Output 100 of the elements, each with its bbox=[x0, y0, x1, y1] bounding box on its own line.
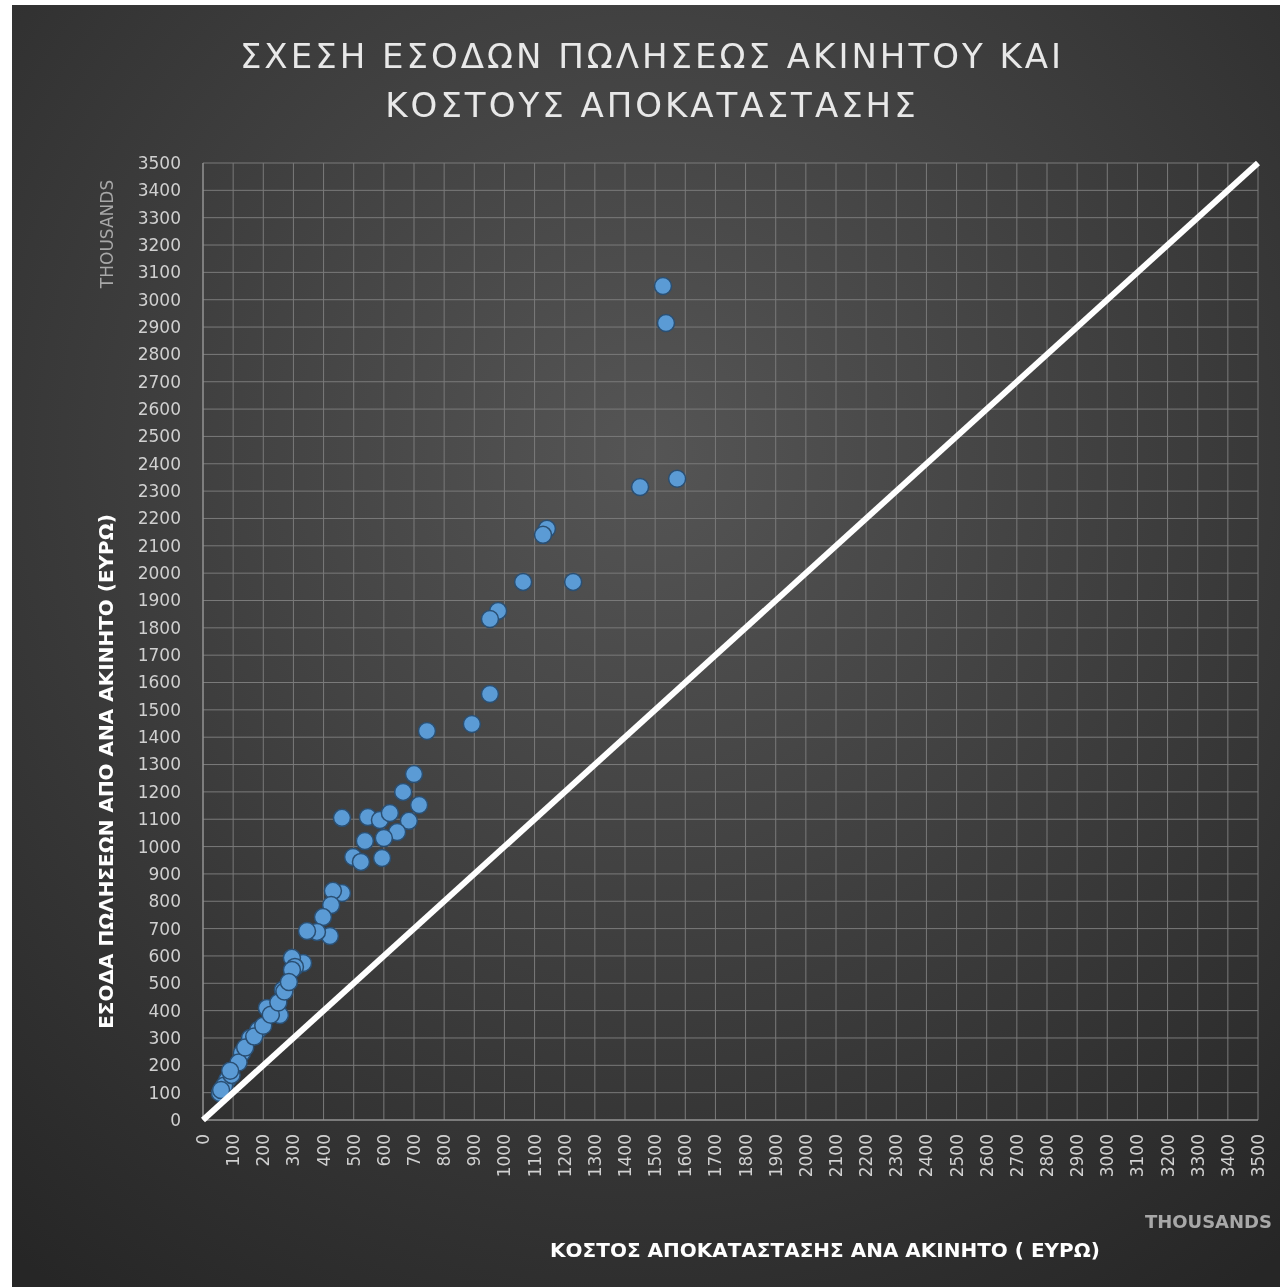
y-tick-label: 3100 bbox=[137, 262, 181, 283]
y-tick-label: 1100 bbox=[137, 809, 181, 830]
y-tick-label: 1700 bbox=[137, 645, 181, 666]
x-tick-label: 1900 bbox=[765, 1134, 786, 1178]
y-tick-label: 2800 bbox=[137, 344, 181, 365]
x-tick-label: 700 bbox=[403, 1134, 424, 1167]
y-tick-label: 700 bbox=[148, 918, 181, 939]
x-tick-label: 2900 bbox=[1067, 1134, 1088, 1178]
chart-title: ΣΧΕΣΗ ΕΣΟΔΩΝ ΠΩΛΗΣΕΩΣ ΑΚΙΝΗΤΟΥ ΚΑΙ ΚΟΣΤΟΥΣ ΑΠΟΚΑΤΑΣΤΑΣΗΣ bbox=[239, 36, 1065, 125]
x-tick-label: 1600 bbox=[675, 1134, 696, 1178]
x-tick-label: 2800 bbox=[1036, 1134, 1057, 1178]
point bbox=[667, 469, 687, 489]
point bbox=[374, 828, 394, 848]
point bbox=[399, 811, 419, 831]
point bbox=[656, 313, 676, 333]
y-tick-label: 3300 bbox=[137, 207, 181, 228]
x-tick-label: 3100 bbox=[1127, 1134, 1148, 1178]
x-tick-label: 100 bbox=[223, 1134, 244, 1167]
x-tick-label: 500 bbox=[343, 1134, 364, 1167]
point bbox=[480, 684, 500, 704]
y-tick-label: 2300 bbox=[137, 481, 181, 502]
x-tick-label: 2500 bbox=[946, 1134, 967, 1178]
y-tick-label: 1300 bbox=[137, 754, 181, 775]
y-tick-label: 900 bbox=[148, 863, 181, 884]
point bbox=[533, 525, 553, 545]
point bbox=[462, 714, 482, 734]
y-tick-label: 500 bbox=[148, 973, 181, 994]
x-tick-label: 1800 bbox=[735, 1134, 756, 1178]
x-tick-label: 0 bbox=[192, 1134, 213, 1145]
x-tick-label: 2400 bbox=[916, 1134, 937, 1178]
x-tick-label: 1200 bbox=[554, 1134, 575, 1178]
point bbox=[417, 721, 437, 741]
point bbox=[630, 477, 650, 497]
y-tick-label: 800 bbox=[148, 891, 181, 912]
y-tick-label: 3400 bbox=[137, 180, 181, 201]
point bbox=[297, 921, 317, 941]
x-tick-label: 1700 bbox=[705, 1134, 726, 1178]
x-tick-label: 1300 bbox=[584, 1134, 605, 1178]
y-tick-label: 400 bbox=[148, 1000, 181, 1021]
text: THOUSANDS bbox=[1144, 1211, 1272, 1232]
point bbox=[313, 907, 333, 927]
point bbox=[393, 782, 413, 802]
point bbox=[355, 831, 375, 851]
y-tick-label: 2700 bbox=[137, 371, 181, 392]
x-tick-label: 3400 bbox=[1217, 1134, 1238, 1178]
x-tick-label: 800 bbox=[434, 1134, 455, 1167]
x-tick-label: 300 bbox=[283, 1134, 304, 1167]
y-tick-label: 1200 bbox=[137, 781, 181, 802]
x-tick-label: 3200 bbox=[1157, 1134, 1178, 1178]
y-tick-label: 2000 bbox=[137, 563, 181, 584]
y-tick-label: 1500 bbox=[137, 699, 181, 720]
x-tick-label: 3300 bbox=[1187, 1134, 1208, 1178]
point bbox=[563, 572, 583, 592]
point bbox=[380, 803, 400, 823]
x-tick-label: 2100 bbox=[825, 1134, 846, 1178]
y-tick-label: 1400 bbox=[137, 727, 181, 748]
point bbox=[404, 764, 424, 784]
point bbox=[332, 808, 352, 828]
x-tick-label: 2300 bbox=[886, 1134, 907, 1178]
point bbox=[409, 795, 429, 815]
x-tick-label: 1000 bbox=[494, 1134, 515, 1178]
x-tick-label: 600 bbox=[373, 1134, 394, 1167]
y-tick-label: 2400 bbox=[137, 453, 181, 474]
y-tick-label: 100 bbox=[148, 1082, 181, 1103]
point bbox=[480, 609, 500, 629]
y-tick-label: 2500 bbox=[137, 426, 181, 447]
y-tick-label: 3500 bbox=[137, 152, 181, 173]
point bbox=[279, 972, 299, 992]
y-tick-label: 1800 bbox=[137, 617, 181, 638]
x-axis-title: ΚΟΣΤΟΣ ΑΠΟΚΑΤΑΣΤΑΣΗΣ ΑΝΑ ΑΚΙΝΗΤΟ ( ΕΥΡΩ) bbox=[550, 1238, 1100, 1262]
x-tick-label: 1500 bbox=[645, 1134, 666, 1178]
x-tick-label: 2000 bbox=[795, 1134, 816, 1178]
point bbox=[372, 848, 392, 868]
y-tick-label: 2100 bbox=[137, 535, 181, 556]
point bbox=[513, 572, 533, 592]
point bbox=[351, 852, 371, 872]
y-tick-label: 3200 bbox=[137, 234, 181, 255]
x-tick-label: 900 bbox=[464, 1134, 485, 1167]
y-tick-label: 300 bbox=[148, 1027, 181, 1048]
y-tick-label: 200 bbox=[148, 1055, 181, 1076]
y-tick-label: 600 bbox=[148, 945, 181, 966]
text: THOUSANDS bbox=[97, 179, 117, 290]
x-tick-label: 3500 bbox=[1247, 1134, 1268, 1178]
y-tick-label: 3000 bbox=[137, 289, 181, 310]
x-tick-label: 2600 bbox=[976, 1134, 997, 1178]
y-tick-label: 0 bbox=[170, 1109, 181, 1130]
x-tick-label: 1100 bbox=[524, 1134, 545, 1178]
y-tick-label: 1000 bbox=[137, 836, 181, 857]
y-tick-label: 1600 bbox=[137, 672, 181, 693]
y-tick-label: 1900 bbox=[137, 590, 181, 611]
y-tick-label: 2600 bbox=[137, 399, 181, 420]
x-tick-label: 2200 bbox=[856, 1134, 877, 1178]
x-tick-label: 3000 bbox=[1097, 1134, 1118, 1178]
x-tick-label: 2700 bbox=[1006, 1134, 1027, 1178]
x-tick-label: 400 bbox=[313, 1134, 334, 1167]
x-tick-label: 1400 bbox=[614, 1134, 635, 1178]
y-tick-label: 2900 bbox=[137, 317, 181, 338]
y-tick-label: 2200 bbox=[137, 508, 181, 529]
y-axis-title: ΕΣΟΔΑ ΠΩΛΗΣΕΩΝ ΑΠΟ ΑΝΑ ΑΚΙΝΗΤΟ (ΕΥΡΩ) bbox=[94, 514, 118, 1029]
x-tick-label: 200 bbox=[253, 1134, 274, 1167]
